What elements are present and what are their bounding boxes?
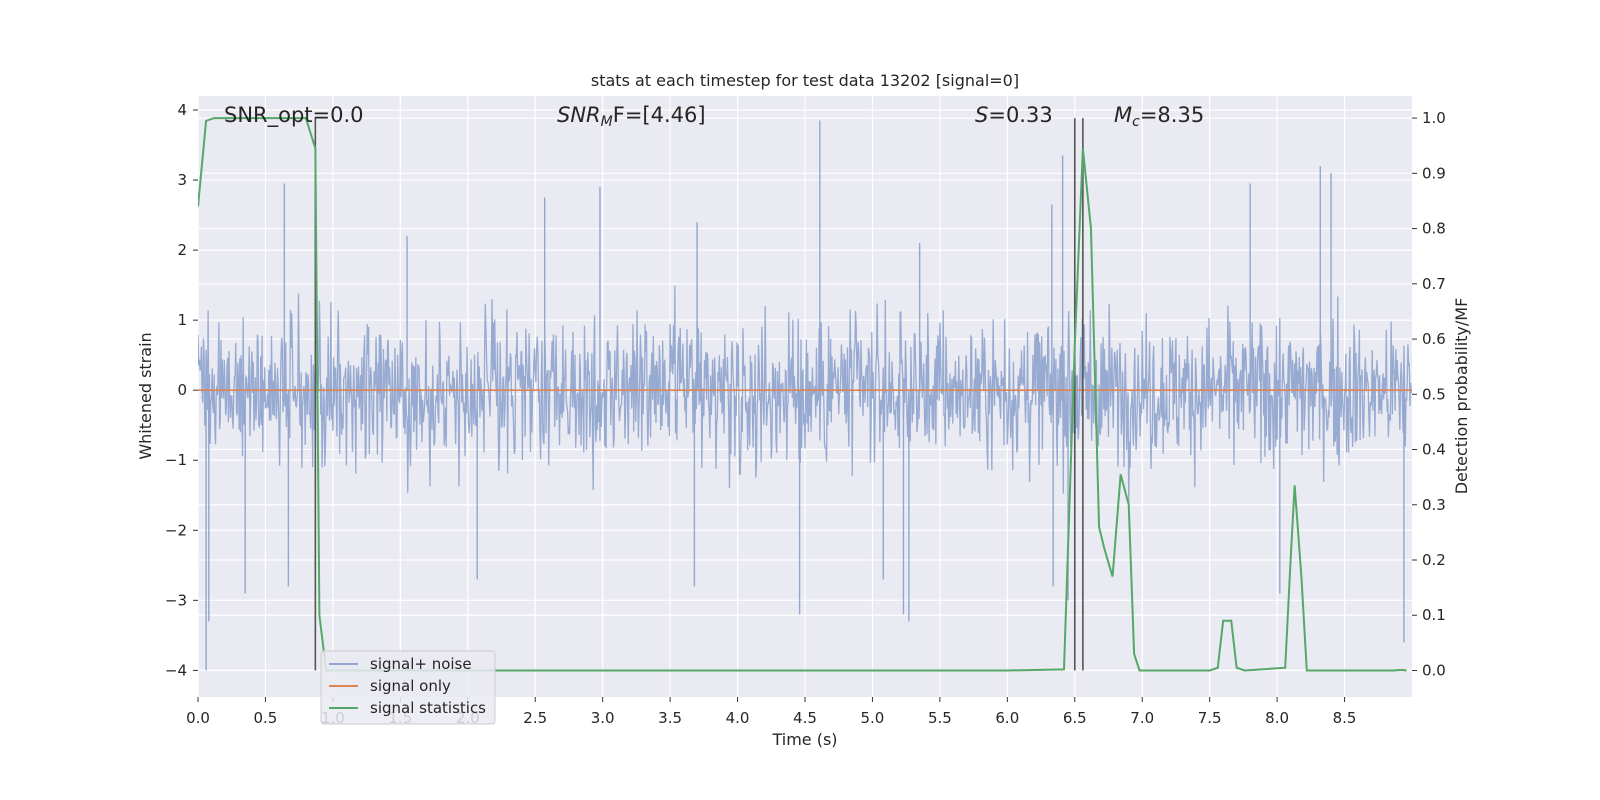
annotation-mc: Mc=8.35 [1114, 103, 1204, 130]
y-right-tick-label: 0.3 [1422, 496, 1446, 514]
y-right-tick-label: 0.8 [1422, 220, 1446, 238]
signal-noise-line [198, 285, 1412, 505]
x-tick-label: 0.5 [254, 709, 278, 727]
y-left-tick-label: −3 [165, 591, 187, 609]
y-left-axis-label: Whitened strain [136, 332, 155, 459]
x-tick-label: 7.0 [1130, 709, 1154, 727]
x-tick-label: 5.0 [861, 709, 885, 727]
y-right-tick-label: 0.6 [1422, 330, 1446, 348]
annotation-s: S=0.33 [975, 103, 1053, 127]
x-axis-label: Time (s) [771, 730, 837, 749]
y-right-tick-label: 0.9 [1422, 164, 1446, 182]
x-tick-label: 5.5 [928, 709, 952, 727]
y-right-tick-label: 0.5 [1422, 385, 1446, 403]
y-right-axis-label: Detection probability/MF [1452, 298, 1471, 495]
annotation-snr-mf-sub: M [601, 114, 613, 130]
x-tick-label: 0.0 [186, 709, 210, 727]
y-right-tick-label: 1.0 [1422, 109, 1446, 127]
legend-label-signal-noise: signal+ noise [370, 655, 472, 673]
legend: signal+ noise signal only signal statist… [320, 650, 496, 725]
chart-title: stats at each timestep for test data 132… [591, 71, 1019, 90]
y-right-tick-label: 0.7 [1422, 275, 1446, 293]
y-left-tick-label: −4 [165, 661, 187, 679]
y-left-axis-ticks: 4 3 2 1 0 −1 −2 −3 −4 [165, 101, 198, 679]
signal-statistics-line [198, 117, 1407, 672]
x-tick-label: 4.5 [793, 709, 817, 727]
y-left-tick-label: 4 [177, 101, 187, 119]
annotation-snr-opt: SNR_opt=0.0 [224, 103, 364, 128]
legend-label-signal-only: signal only [370, 677, 451, 695]
x-tick-label: 3.5 [658, 709, 682, 727]
x-tick-label: 8.5 [1333, 709, 1357, 727]
y-left-tick-label: −1 [165, 451, 187, 469]
x-tick-label: 4.0 [726, 709, 750, 727]
annotation-mc-sub: c [1132, 114, 1140, 130]
y-right-tick-label: 0.2 [1422, 551, 1446, 569]
x-tick-label: 8.0 [1265, 709, 1289, 727]
y-left-tick-label: 1 [177, 311, 187, 329]
series-signal-noise [198, 120, 1412, 671]
y-right-axis-ticks: 1.0 0.9 0.8 0.7 0.6 0.5 0.4 0.3 0.2 0.1 0.0 [1412, 109, 1446, 679]
x-tick-label: 2.5 [523, 709, 547, 727]
y-left-tick-label: 2 [177, 241, 187, 259]
series-signal-statistics [198, 117, 1407, 672]
y-right-tick-label: 0.0 [1422, 661, 1446, 679]
y-left-tick-label: −2 [165, 521, 187, 539]
x-tick-label: 6.0 [995, 709, 1019, 727]
annotation-snr-mf-main: SNR [557, 103, 601, 127]
y-left-tick-label: 3 [177, 171, 187, 189]
y-left-tick-label: 0 [177, 381, 187, 399]
annotation-mc-main: M [1114, 103, 1132, 127]
annotation-s-main: S [975, 103, 988, 127]
legend-box [320, 650, 496, 725]
annotation-mc-tail: =8.35 [1140, 103, 1204, 127]
y-right-tick-label: 0.4 [1422, 441, 1446, 459]
x-tick-label: 7.5 [1198, 709, 1222, 727]
x-tick-label: 6.5 [1063, 709, 1087, 727]
annotation-snr-mf: SNRMF=[4.46] [557, 103, 706, 130]
annotation-snr-mf-tail: F=[4.46] [613, 103, 706, 127]
y-right-tick-label: 0.1 [1422, 606, 1446, 624]
legend-label-signal-statistics: signal statistics [370, 699, 486, 717]
annotation-s-tail: =0.33 [988, 103, 1052, 127]
x-tick-label: 3.0 [591, 709, 615, 727]
